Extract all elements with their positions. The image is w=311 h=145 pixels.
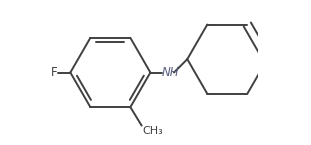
Text: F: F [50,66,57,79]
Text: CH₃: CH₃ [142,126,163,136]
Text: NH: NH [162,66,180,79]
